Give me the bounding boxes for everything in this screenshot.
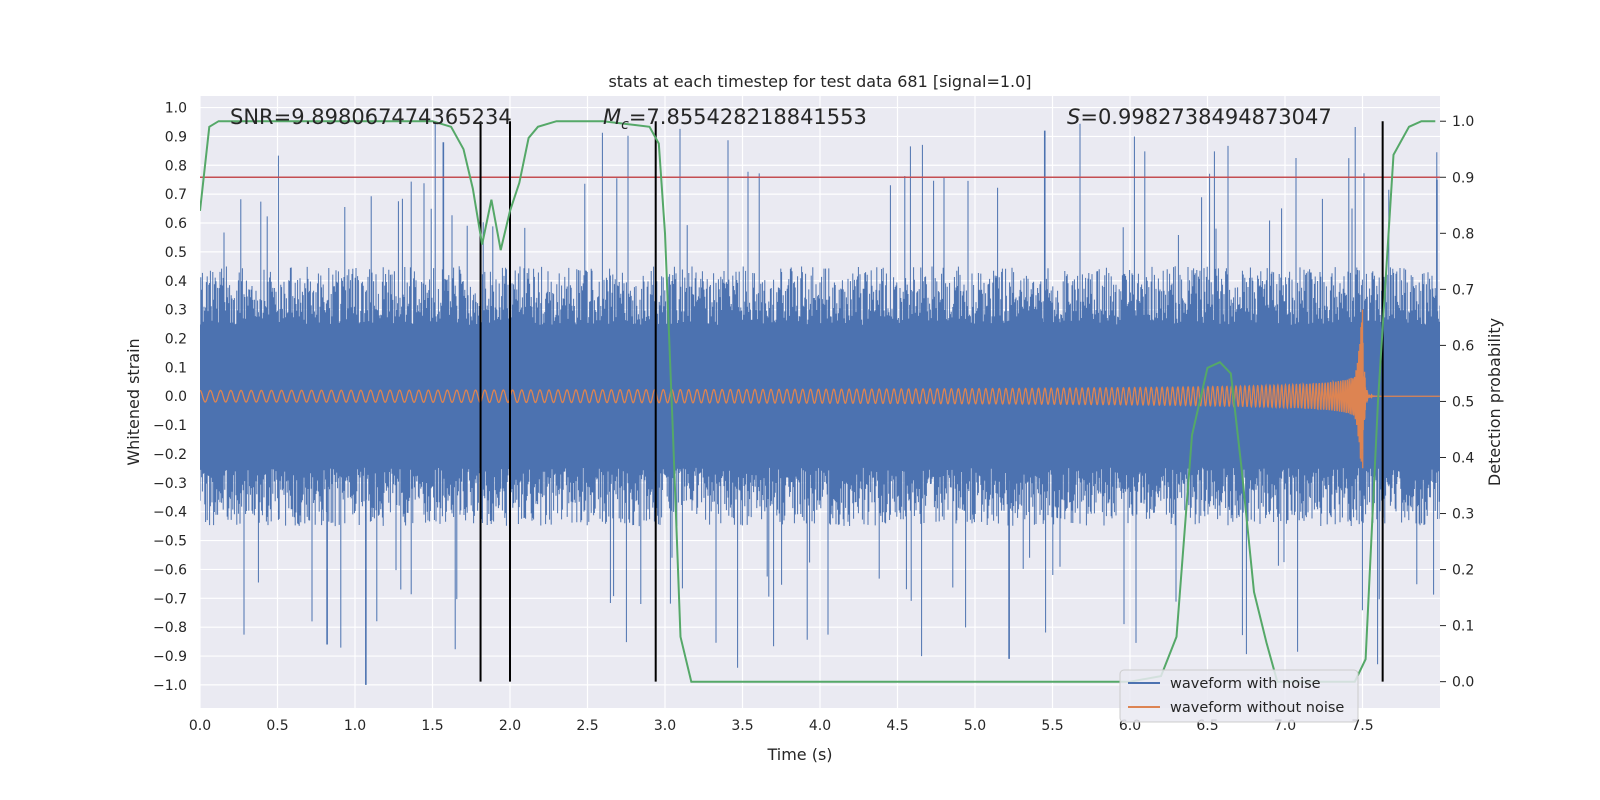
y2-tick-label: 0.5 xyxy=(1452,394,1474,410)
legend: waveform with noise waveform without noi… xyxy=(1119,669,1359,723)
y2-tick-label: 0.3 xyxy=(1452,507,1474,523)
y2-tick-label: 0.6 xyxy=(1452,338,1474,354)
y2-tick-label: 0.7 xyxy=(1452,282,1474,298)
x-tick-label: 5.0 xyxy=(964,718,986,734)
y2-tick-label: 0.1 xyxy=(1452,619,1474,635)
x-tick-label: 4.0 xyxy=(809,718,831,734)
y2-tick-label: 0.8 xyxy=(1452,226,1474,242)
chart-title: stats at each timestep for test data 681… xyxy=(608,72,1031,91)
y-tick-label: 0.2 xyxy=(165,331,187,347)
x-tick-label: 0.5 xyxy=(266,718,288,734)
x-tick-label: 5.5 xyxy=(1041,718,1063,734)
legend-label-noise: waveform with noise xyxy=(1170,676,1321,692)
x-tick-label: 4.5 xyxy=(886,718,908,734)
y-tick-label: −0.4 xyxy=(153,505,187,521)
y-tick-label: 0.8 xyxy=(165,158,187,174)
snr-annotation: SNR=9.898067474365234 xyxy=(230,105,512,129)
chirp-mass-value: =7.855428218841553 xyxy=(629,105,867,129)
clean-waveform-line xyxy=(200,309,1440,469)
chirp-mass-annotation: Mc=7.855428218841553 xyxy=(603,105,867,133)
y2-tick-label: 0.9 xyxy=(1452,170,1474,186)
y-tick-label: 0.5 xyxy=(165,245,187,261)
x-tick-label: 1.5 xyxy=(421,718,443,734)
y-tick-label: −0.3 xyxy=(153,476,187,492)
legend-label-clean: waveform without noise xyxy=(1170,700,1344,716)
s-annotation: S=0.9982738494873047 xyxy=(1067,105,1332,129)
y-tick-label: 0.0 xyxy=(165,389,187,405)
y-tick-label: 0.4 xyxy=(165,274,187,290)
y-tick-label: 0.1 xyxy=(165,360,187,376)
x-tick-label: 1.0 xyxy=(344,718,366,734)
y-tick-label: 1.0 xyxy=(165,101,187,117)
x-tick-label: 2.0 xyxy=(499,718,521,734)
y2-axis-label: Detection probability xyxy=(1485,318,1504,486)
y-tick-label: −0.9 xyxy=(153,649,187,665)
x-tick-label: 2.5 xyxy=(576,718,598,734)
legend-box xyxy=(1119,669,1359,723)
chirp-mass-symbol: M xyxy=(603,105,621,129)
s-symbol: S xyxy=(1067,105,1080,129)
s-value: =0.9982738494873047 xyxy=(1080,105,1331,129)
x-tick-label: 7.5 xyxy=(1351,718,1373,734)
y2-tick-label: 1.0 xyxy=(1452,114,1474,130)
y-tick-label: −0.1 xyxy=(153,418,187,434)
y-tick-label: −0.7 xyxy=(153,591,187,607)
x-tick-label: 3.0 xyxy=(654,718,676,734)
x-axis-label: Time (s) xyxy=(766,745,832,764)
chirp-mass-subscript: c xyxy=(621,117,629,133)
y-tick-label: −0.8 xyxy=(153,620,187,636)
y-tick-label: −0.2 xyxy=(153,447,187,463)
y-tick-label: 0.3 xyxy=(165,303,187,319)
y2-tick-label: 0.2 xyxy=(1452,563,1474,579)
y-tick-label: −0.5 xyxy=(153,534,187,550)
y-tick-label: 0.9 xyxy=(165,129,187,145)
y-tick-label: −0.6 xyxy=(153,562,187,578)
x-tick-label: 3.5 xyxy=(731,718,753,734)
x-tick-label: 0.0 xyxy=(189,718,211,734)
y2-tick-label: 0.4 xyxy=(1452,450,1474,466)
y2-tick-label: 0.0 xyxy=(1452,675,1474,691)
y-tick-label: −1.0 xyxy=(153,678,187,694)
y-axis-label: Whitened strain xyxy=(124,338,143,465)
y-tick-label: 0.7 xyxy=(165,187,187,203)
y-tick-label: 0.6 xyxy=(165,216,187,232)
